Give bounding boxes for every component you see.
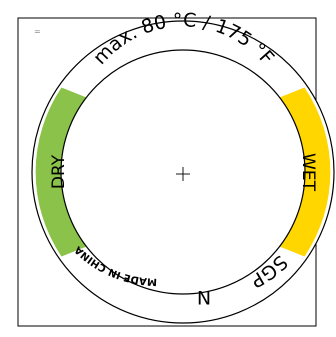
dry-text: DRY [49, 154, 69, 189]
center-crosshair-icon [176, 167, 190, 181]
wet-text: WET [298, 153, 318, 192]
corner-mark: = [34, 27, 41, 36]
letter-n-text: N [197, 286, 211, 308]
